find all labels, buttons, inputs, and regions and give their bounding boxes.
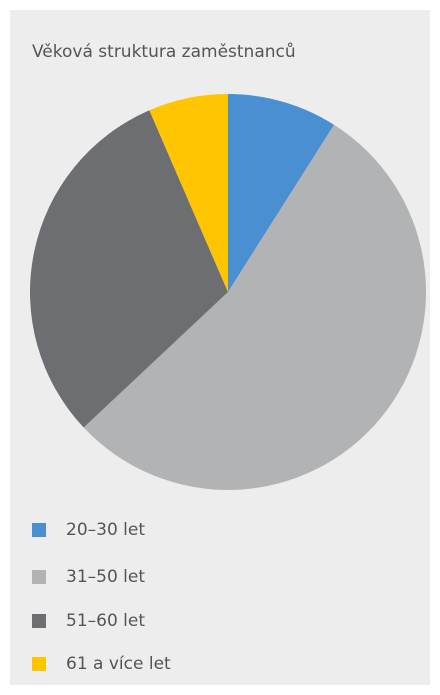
legend-label: 61 a více let (66, 654, 171, 674)
legend-swatch (32, 570, 46, 584)
chart-title: Věková struktura zaměstnanců (32, 42, 296, 62)
legend-swatch (32, 523, 46, 537)
pie-slice (149, 94, 228, 292)
legend-label: 51–60 let (66, 611, 145, 631)
pie-slice (29, 110, 228, 428)
legend-label: 20–30 let (66, 520, 145, 540)
legend-label: 31–50 let (66, 567, 145, 587)
pie-slice (83, 124, 426, 491)
pie-slice (228, 94, 335, 292)
legend-swatch (32, 657, 46, 671)
legend-swatch (32, 614, 46, 628)
